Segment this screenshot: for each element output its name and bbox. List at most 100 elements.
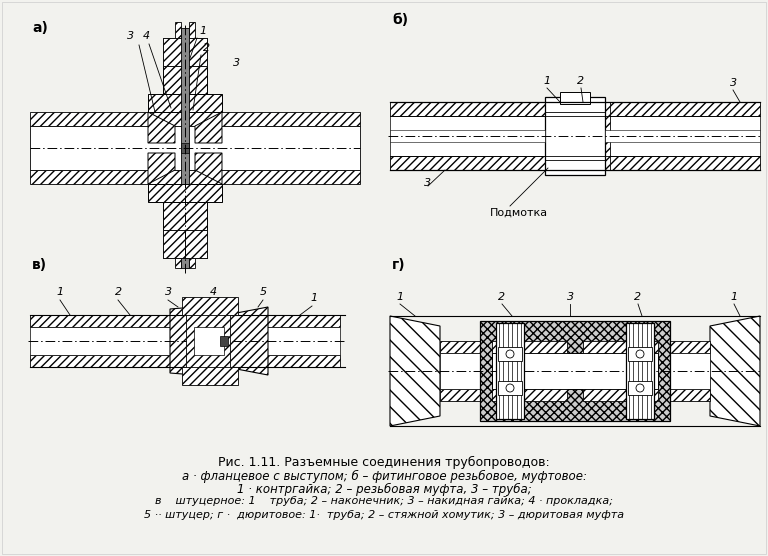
Text: в): в) xyxy=(32,258,47,272)
Bar xyxy=(605,130,760,142)
Text: 3: 3 xyxy=(424,178,431,188)
Bar xyxy=(440,353,480,389)
Circle shape xyxy=(506,350,514,358)
Bar xyxy=(230,315,340,327)
Bar xyxy=(186,313,230,369)
Text: 1: 1 xyxy=(56,287,63,297)
Bar xyxy=(30,327,170,355)
Bar xyxy=(181,143,189,153)
Bar xyxy=(670,353,710,389)
Bar xyxy=(492,341,567,353)
Bar xyxy=(492,353,658,389)
Polygon shape xyxy=(195,153,222,184)
Text: 1 · контргайка; 2 – резьбовая муфта, 3 – труба;: 1 · контргайка; 2 – резьбовая муфта, 3 –… xyxy=(237,483,531,496)
Text: 2: 2 xyxy=(115,287,122,297)
Bar xyxy=(175,22,181,112)
Bar xyxy=(555,102,570,170)
Bar xyxy=(163,230,185,258)
Bar xyxy=(498,347,522,361)
Bar xyxy=(163,38,185,66)
Polygon shape xyxy=(148,153,175,184)
Text: 1: 1 xyxy=(310,293,317,303)
Bar xyxy=(440,389,480,401)
Bar xyxy=(670,341,710,353)
Bar xyxy=(595,102,760,116)
Polygon shape xyxy=(148,112,175,143)
Bar xyxy=(595,116,760,156)
Circle shape xyxy=(506,384,514,392)
Bar xyxy=(390,156,600,170)
Polygon shape xyxy=(195,112,222,143)
Bar xyxy=(163,202,207,230)
Bar xyxy=(148,94,222,112)
Bar xyxy=(560,92,590,104)
Text: б): б) xyxy=(392,13,408,27)
Bar xyxy=(185,230,207,258)
Circle shape xyxy=(636,384,644,392)
Bar xyxy=(230,327,340,355)
Bar xyxy=(30,126,360,170)
Text: г): г) xyxy=(392,258,406,272)
Bar xyxy=(230,355,340,367)
Bar xyxy=(181,28,189,268)
Bar xyxy=(595,156,760,170)
Circle shape xyxy=(636,350,644,358)
Bar xyxy=(492,389,567,401)
Bar xyxy=(670,389,710,401)
Text: 5: 5 xyxy=(260,287,267,297)
Text: в    штуцерное: 1    труба; 2 – наконечник; 3 – накидная гайка; 4 · прокладка;: в штуцерное: 1 труба; 2 – наконечник; 3 … xyxy=(155,496,613,506)
Polygon shape xyxy=(390,316,440,426)
Bar xyxy=(496,323,524,419)
Bar xyxy=(189,184,195,268)
Text: 3: 3 xyxy=(165,287,172,297)
Bar xyxy=(440,341,480,353)
Bar xyxy=(390,116,600,156)
Bar xyxy=(163,66,207,94)
Bar xyxy=(30,315,170,327)
Bar xyxy=(628,347,652,361)
Text: 3: 3 xyxy=(233,58,240,68)
Text: 4: 4 xyxy=(143,31,150,41)
Polygon shape xyxy=(170,305,220,377)
Polygon shape xyxy=(710,316,760,426)
Text: а · фланцевое с выступом; б – фитинговое резьбовое, муфтовое:: а · фланцевое с выступом; б – фитинговое… xyxy=(181,470,587,483)
Text: 1: 1 xyxy=(730,292,737,302)
Bar xyxy=(480,321,670,421)
Bar xyxy=(626,323,654,419)
Bar xyxy=(182,297,238,315)
Text: 1: 1 xyxy=(199,26,206,36)
Bar xyxy=(390,130,545,142)
Text: 3: 3 xyxy=(567,292,574,302)
Bar xyxy=(163,230,185,258)
Text: а): а) xyxy=(32,21,48,35)
Text: 3: 3 xyxy=(730,78,737,88)
Text: 2: 2 xyxy=(634,292,641,302)
Bar xyxy=(628,381,652,395)
Bar xyxy=(194,327,224,355)
Bar xyxy=(390,102,600,116)
Bar xyxy=(220,336,228,346)
Bar xyxy=(30,355,170,367)
Bar xyxy=(185,38,207,66)
Text: 1: 1 xyxy=(396,292,403,302)
Text: 2: 2 xyxy=(498,292,505,302)
Bar xyxy=(498,381,522,395)
Bar xyxy=(163,38,185,66)
Bar xyxy=(583,341,658,353)
Bar xyxy=(595,102,610,170)
Text: 2: 2 xyxy=(577,76,584,86)
Bar xyxy=(148,184,222,202)
Text: 1: 1 xyxy=(543,76,550,86)
Text: 5 ·· штуцер; г ·  дюритовое: 1·  труба; 2 – стяжной хомутик; 3 – дюритовая муфта: 5 ·· штуцер; г · дюритовое: 1· труба; 2 … xyxy=(144,510,624,520)
Bar xyxy=(583,389,658,401)
Bar xyxy=(545,97,605,175)
Text: 2: 2 xyxy=(203,43,210,53)
Bar xyxy=(185,38,207,66)
Text: 4: 4 xyxy=(210,287,217,297)
Text: Подмотка: Подмотка xyxy=(490,208,548,218)
Bar xyxy=(189,22,195,112)
Bar xyxy=(185,230,207,258)
Bar xyxy=(30,170,360,184)
Bar xyxy=(30,112,360,126)
Bar xyxy=(182,367,238,385)
